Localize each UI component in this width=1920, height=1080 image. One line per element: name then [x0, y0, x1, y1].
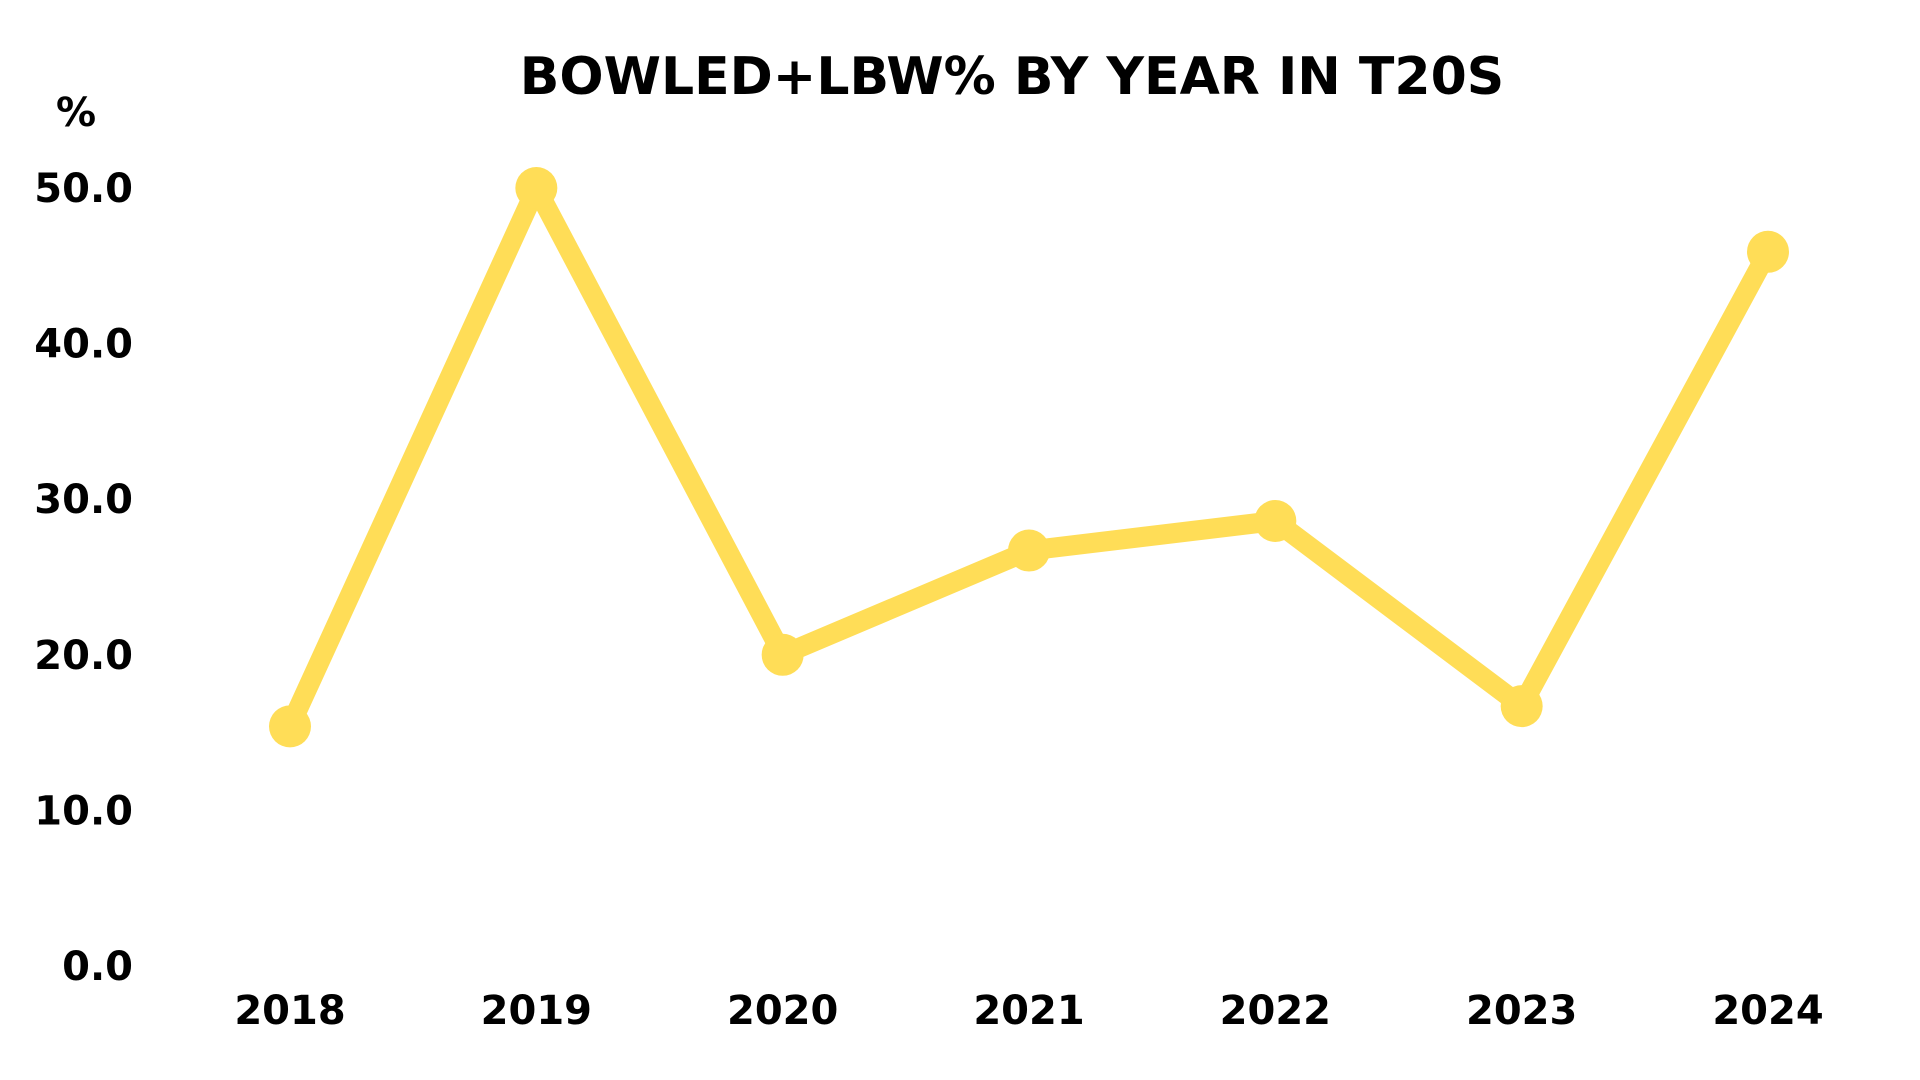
data-point-2019 [515, 167, 558, 209]
data-point-2020 [761, 633, 804, 676]
series-layer [269, 167, 1789, 748]
y-axis-unit-label: % [56, 90, 96, 136]
y-tick-label: 50.0 [34, 166, 133, 212]
chart-title: BOWLED+LBW% BY YEAR IN T20S [520, 47, 1504, 107]
data-point-2023 [1500, 685, 1543, 728]
x-tick-label: 2022 [1220, 988, 1331, 1034]
y-tick-label: 10.0 [34, 788, 133, 834]
x-tick-label: 2023 [1466, 988, 1577, 1034]
y-tick-label: 20.0 [34, 633, 133, 679]
x-tick-label: 2019 [481, 988, 592, 1034]
data-point-2021 [1008, 529, 1050, 572]
x-tick-label: 2020 [727, 988, 838, 1034]
data-point-2022 [1254, 499, 1297, 542]
x-tick-label: 2018 [234, 988, 345, 1034]
x-tick-label: 2024 [1712, 988, 1823, 1034]
series-line [280, 178, 1778, 737]
data-point-2024 [1747, 230, 1789, 273]
data-point-2018 [269, 705, 311, 748]
x-axis-ticks: 2018 2019 2020 2021 2022 2023 2024 [234, 988, 1823, 1034]
y-tick-label: 0.0 [62, 944, 133, 990]
x-tick-label: 2021 [973, 988, 1084, 1034]
y-tick-label: 40.0 [34, 322, 133, 368]
y-tick-label: 30.0 [34, 477, 133, 523]
y-axis-ticks: 0.0 10.0 20.0 30.0 40.0 50.0 [34, 166, 133, 990]
